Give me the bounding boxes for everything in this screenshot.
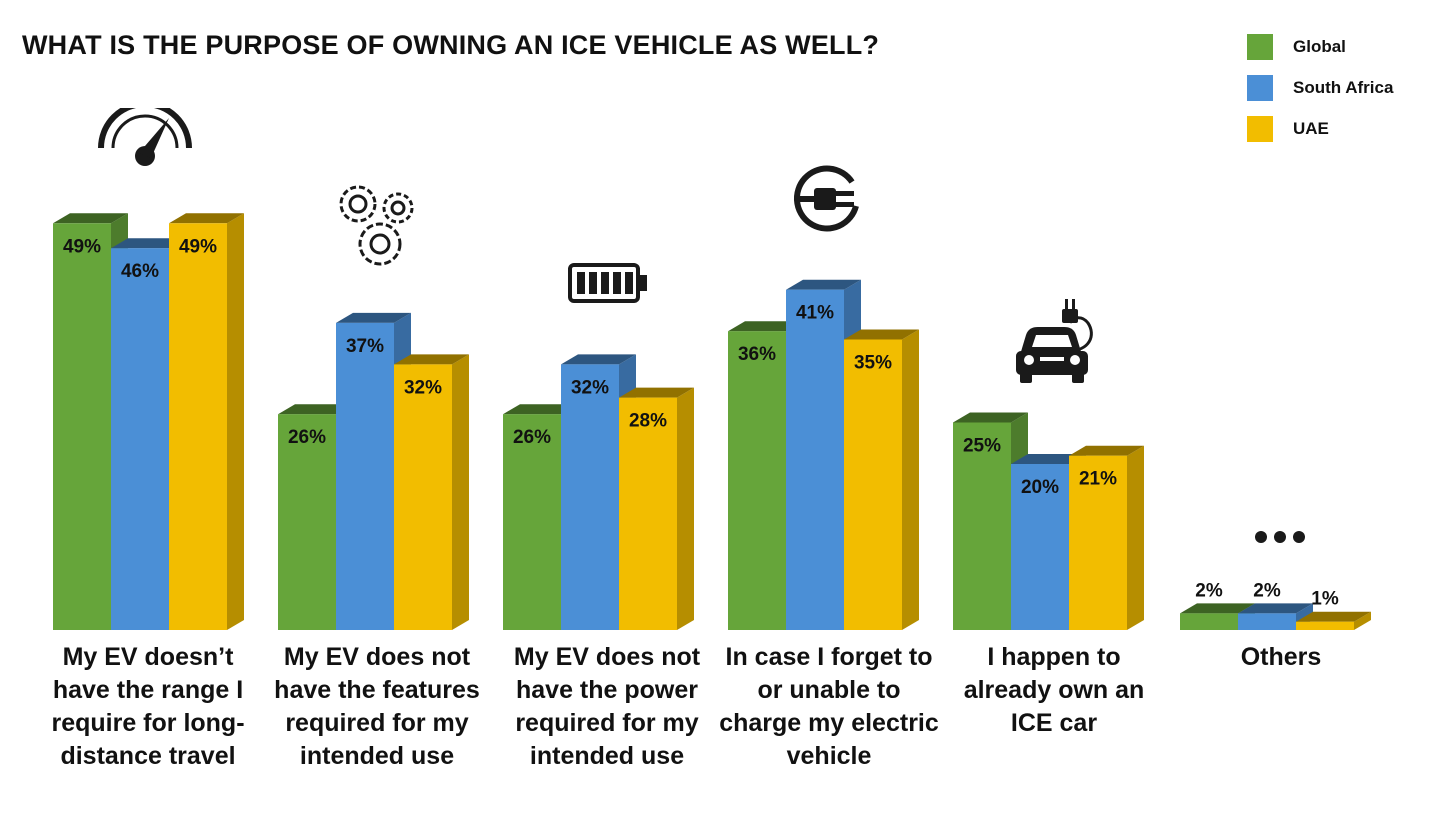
value-label-uae-others: 1% bbox=[1311, 589, 1339, 610]
value-label-south-africa-range: 46% bbox=[121, 261, 159, 282]
category-label-features: My EV does not have the features require… bbox=[274, 643, 480, 770]
legend-swatch-south-africa bbox=[1247, 74, 1273, 101]
value-label-global-others: 2% bbox=[1195, 580, 1223, 601]
legend-label-global: Global bbox=[1293, 36, 1346, 56]
value-label-south-africa-power: 32% bbox=[571, 377, 609, 398]
value-label-global-range: 49% bbox=[63, 236, 101, 257]
category-label-range: My EV doesn’t have the range I require f… bbox=[51, 643, 245, 770]
bar-uae-features bbox=[394, 354, 469, 630]
category-label-power: My EV does not have the power required f… bbox=[513, 643, 701, 770]
category-label-own-ice: I happen to already own an ICE car bbox=[963, 643, 1145, 737]
value-label-south-africa-own-ice: 20% bbox=[1021, 477, 1059, 498]
value-label-south-africa-features: 37% bbox=[346, 336, 384, 357]
legend-item-uae: UAE bbox=[1247, 108, 1393, 149]
speedometer-icon bbox=[98, 108, 192, 166]
value-label-uae-power: 28% bbox=[629, 411, 667, 432]
legend-item-south-africa: South Africa bbox=[1247, 67, 1393, 108]
value-label-uae-range: 49% bbox=[179, 236, 217, 257]
plug-icon bbox=[793, 165, 859, 232]
bar-uae-others bbox=[1296, 611, 1371, 630]
value-label-global-own-ice: 25% bbox=[963, 436, 1001, 457]
category-label-others: Others bbox=[1240, 643, 1322, 671]
value-label-global-power: 26% bbox=[513, 427, 551, 448]
legend-item-global: Global bbox=[1247, 26, 1393, 67]
legend-label-uae: UAE bbox=[1293, 118, 1329, 138]
legend-swatch-uae bbox=[1247, 115, 1273, 142]
electric-car-icon bbox=[1016, 299, 1093, 383]
legend-swatch-global bbox=[1247, 33, 1273, 60]
category-label-charge: In case I forget to or unable to charge … bbox=[719, 643, 939, 770]
chart-title: WHAT IS THE PURPOSE OF OWNING AN ICE VEH… bbox=[22, 30, 880, 60]
bar-uae-own-ice bbox=[1069, 445, 1144, 630]
ellipsis-icon bbox=[1255, 531, 1305, 543]
value-label-uae-charge: 35% bbox=[854, 353, 892, 374]
legend: Global South Africa UAE bbox=[1247, 26, 1393, 149]
bar-uae-charge bbox=[844, 329, 919, 630]
value-label-uae-features: 32% bbox=[404, 377, 442, 398]
value-label-global-features: 26% bbox=[288, 427, 326, 448]
gears-icon bbox=[339, 185, 414, 266]
value-label-uae-own-ice: 21% bbox=[1079, 469, 1117, 490]
battery-icon bbox=[568, 263, 647, 303]
value-label-global-charge: 36% bbox=[738, 344, 776, 365]
legend-label-south-africa: South Africa bbox=[1293, 77, 1394, 97]
value-label-south-africa-charge: 41% bbox=[796, 303, 834, 324]
bar-uae-power bbox=[619, 387, 694, 630]
bar-uae-range bbox=[169, 213, 244, 631]
value-label-south-africa-others: 2% bbox=[1253, 580, 1281, 601]
